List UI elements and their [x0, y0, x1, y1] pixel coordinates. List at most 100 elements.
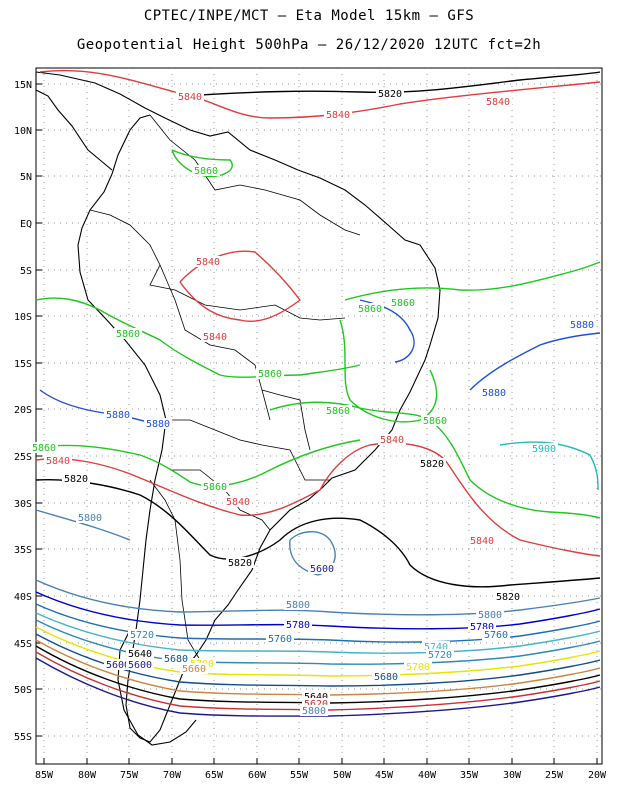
- contour-line-5860: [339, 319, 438, 423]
- contour-line-5860: [269, 401, 601, 519]
- lat-tick-label: 55S: [14, 732, 32, 743]
- contour-label-bg: [224, 496, 252, 507]
- contour-label: 5840: [380, 435, 404, 446]
- contour-label: 5840: [203, 332, 227, 343]
- contour-label: 5800: [78, 513, 102, 524]
- contour-label: 5860: [326, 406, 350, 417]
- contour-label-bg: [76, 512, 104, 523]
- contour-line-5840: [39, 69, 601, 119]
- contour-label-bg: [468, 621, 496, 632]
- contour-label: 5600: [106, 660, 130, 671]
- contour-label: 5840: [470, 536, 494, 547]
- contour-label: 5840: [326, 110, 350, 121]
- contour-label-bg: [302, 691, 330, 702]
- contour-label-bg: [176, 91, 204, 102]
- contour-label: 5840: [196, 257, 220, 268]
- contour-line-5880: [469, 332, 601, 391]
- contour-label: 5640: [304, 692, 328, 703]
- lon-tick-label: 60W: [248, 770, 267, 781]
- contour-label: 5860: [423, 416, 447, 427]
- contour-label-bg: [30, 442, 58, 453]
- contour-line-5820: [35, 478, 601, 588]
- lat-tick-label: 15N: [14, 80, 32, 91]
- lon-tick-label: 70W: [163, 770, 182, 781]
- contour-label-bg: [128, 629, 156, 640]
- lat-tick-label: 50S: [14, 685, 32, 696]
- height-contours: [35, 69, 601, 717]
- contour-label-bg: [468, 535, 496, 546]
- contour-label-bg: [201, 481, 229, 492]
- contour-label-bg: [194, 256, 222, 267]
- contour-label: 5780: [470, 622, 494, 633]
- contour-label-bg: [480, 387, 508, 398]
- contour-label-bg: [426, 649, 454, 660]
- lat-tick-label: 10N: [14, 126, 32, 137]
- contour-label-bg: [494, 591, 522, 602]
- contour-line-5600: [35, 657, 601, 717]
- contour-line-5740: [35, 612, 601, 654]
- contour-label: 5860: [116, 329, 140, 340]
- contour-line-5800: [35, 509, 131, 541]
- contour-label: 5860: [203, 482, 227, 493]
- contour-line-5840: [179, 250, 301, 322]
- contour-label: 5760: [484, 630, 508, 641]
- contour-label: 5640: [128, 649, 152, 660]
- contour-label: 5860: [194, 166, 218, 177]
- contour-label: 5840: [486, 97, 510, 108]
- contour-label-bg: [568, 319, 596, 330]
- contour-label: 5600: [128, 660, 152, 671]
- contour-label-bg: [324, 405, 352, 416]
- contour-label-bg: [404, 661, 432, 672]
- lat-tick-label: 5S: [20, 266, 32, 277]
- contour-line-5820: [199, 71, 601, 96]
- contour-label-bg: [308, 563, 336, 574]
- contour-line-5860: [171, 149, 233, 178]
- contour-label-bg: [180, 663, 208, 674]
- contour-label: 5860: [391, 298, 415, 309]
- contour-label-bg: [144, 418, 172, 429]
- contour-label-bg: [256, 368, 284, 379]
- contour-label: 5800: [478, 610, 502, 621]
- lon-tick-label: 40W: [418, 770, 437, 781]
- contour-label-bg: [226, 557, 254, 568]
- contour-label-bg: [162, 653, 190, 664]
- lat-tick-label: 10S: [14, 312, 32, 323]
- contour-line-5840: [35, 442, 601, 557]
- contour-label: 5800: [302, 706, 326, 717]
- contour-label-bg: [284, 599, 312, 610]
- contour-label: 5880: [570, 320, 594, 331]
- contour-label-bg: [104, 409, 132, 420]
- contour-label: 5700: [406, 662, 430, 673]
- contour-label-bg: [126, 659, 154, 670]
- lat-tick-label: 20S: [14, 405, 32, 416]
- contour-label: 5720: [130, 630, 154, 641]
- contour-label-bg: [372, 671, 400, 682]
- lat-tick-label: 40S: [14, 592, 32, 603]
- contour-label-bg: [266, 633, 294, 644]
- contour-label-bg: [476, 609, 504, 620]
- contour-label: 5820: [496, 592, 520, 603]
- contour-label-bg: [376, 88, 404, 99]
- contour-label: 5820: [420, 459, 444, 470]
- contour-label: 5800: [286, 600, 310, 611]
- contour-label: 5820: [228, 558, 252, 569]
- axis-tick-labels: 15N10N5NEQ5S10S15S20S25S30S35S40S45S50S5…: [14, 80, 607, 781]
- contour-label-bg: [201, 331, 229, 342]
- contour-label: 5780: [286, 620, 310, 631]
- contour-label: 5860: [258, 369, 282, 380]
- country-borders: [89, 114, 361, 661]
- contour-label: 5680: [374, 672, 398, 683]
- contour-label: 5720: [428, 650, 452, 661]
- lon-tick-label: 65W: [205, 770, 224, 781]
- contour-label-bg: [44, 455, 72, 466]
- contour-line-5800: [35, 579, 601, 616]
- lon-tick-label: 20W: [588, 770, 607, 781]
- contour-label: 5880: [482, 388, 506, 399]
- contour-label: 5760: [268, 634, 292, 645]
- lon-tick-label: 45W: [375, 770, 394, 781]
- lat-tick-label: 5N: [20, 172, 32, 183]
- lat-tick-label: 15S: [14, 359, 32, 370]
- contour-label-bg: [484, 96, 512, 107]
- contour-label: 5900: [532, 444, 556, 455]
